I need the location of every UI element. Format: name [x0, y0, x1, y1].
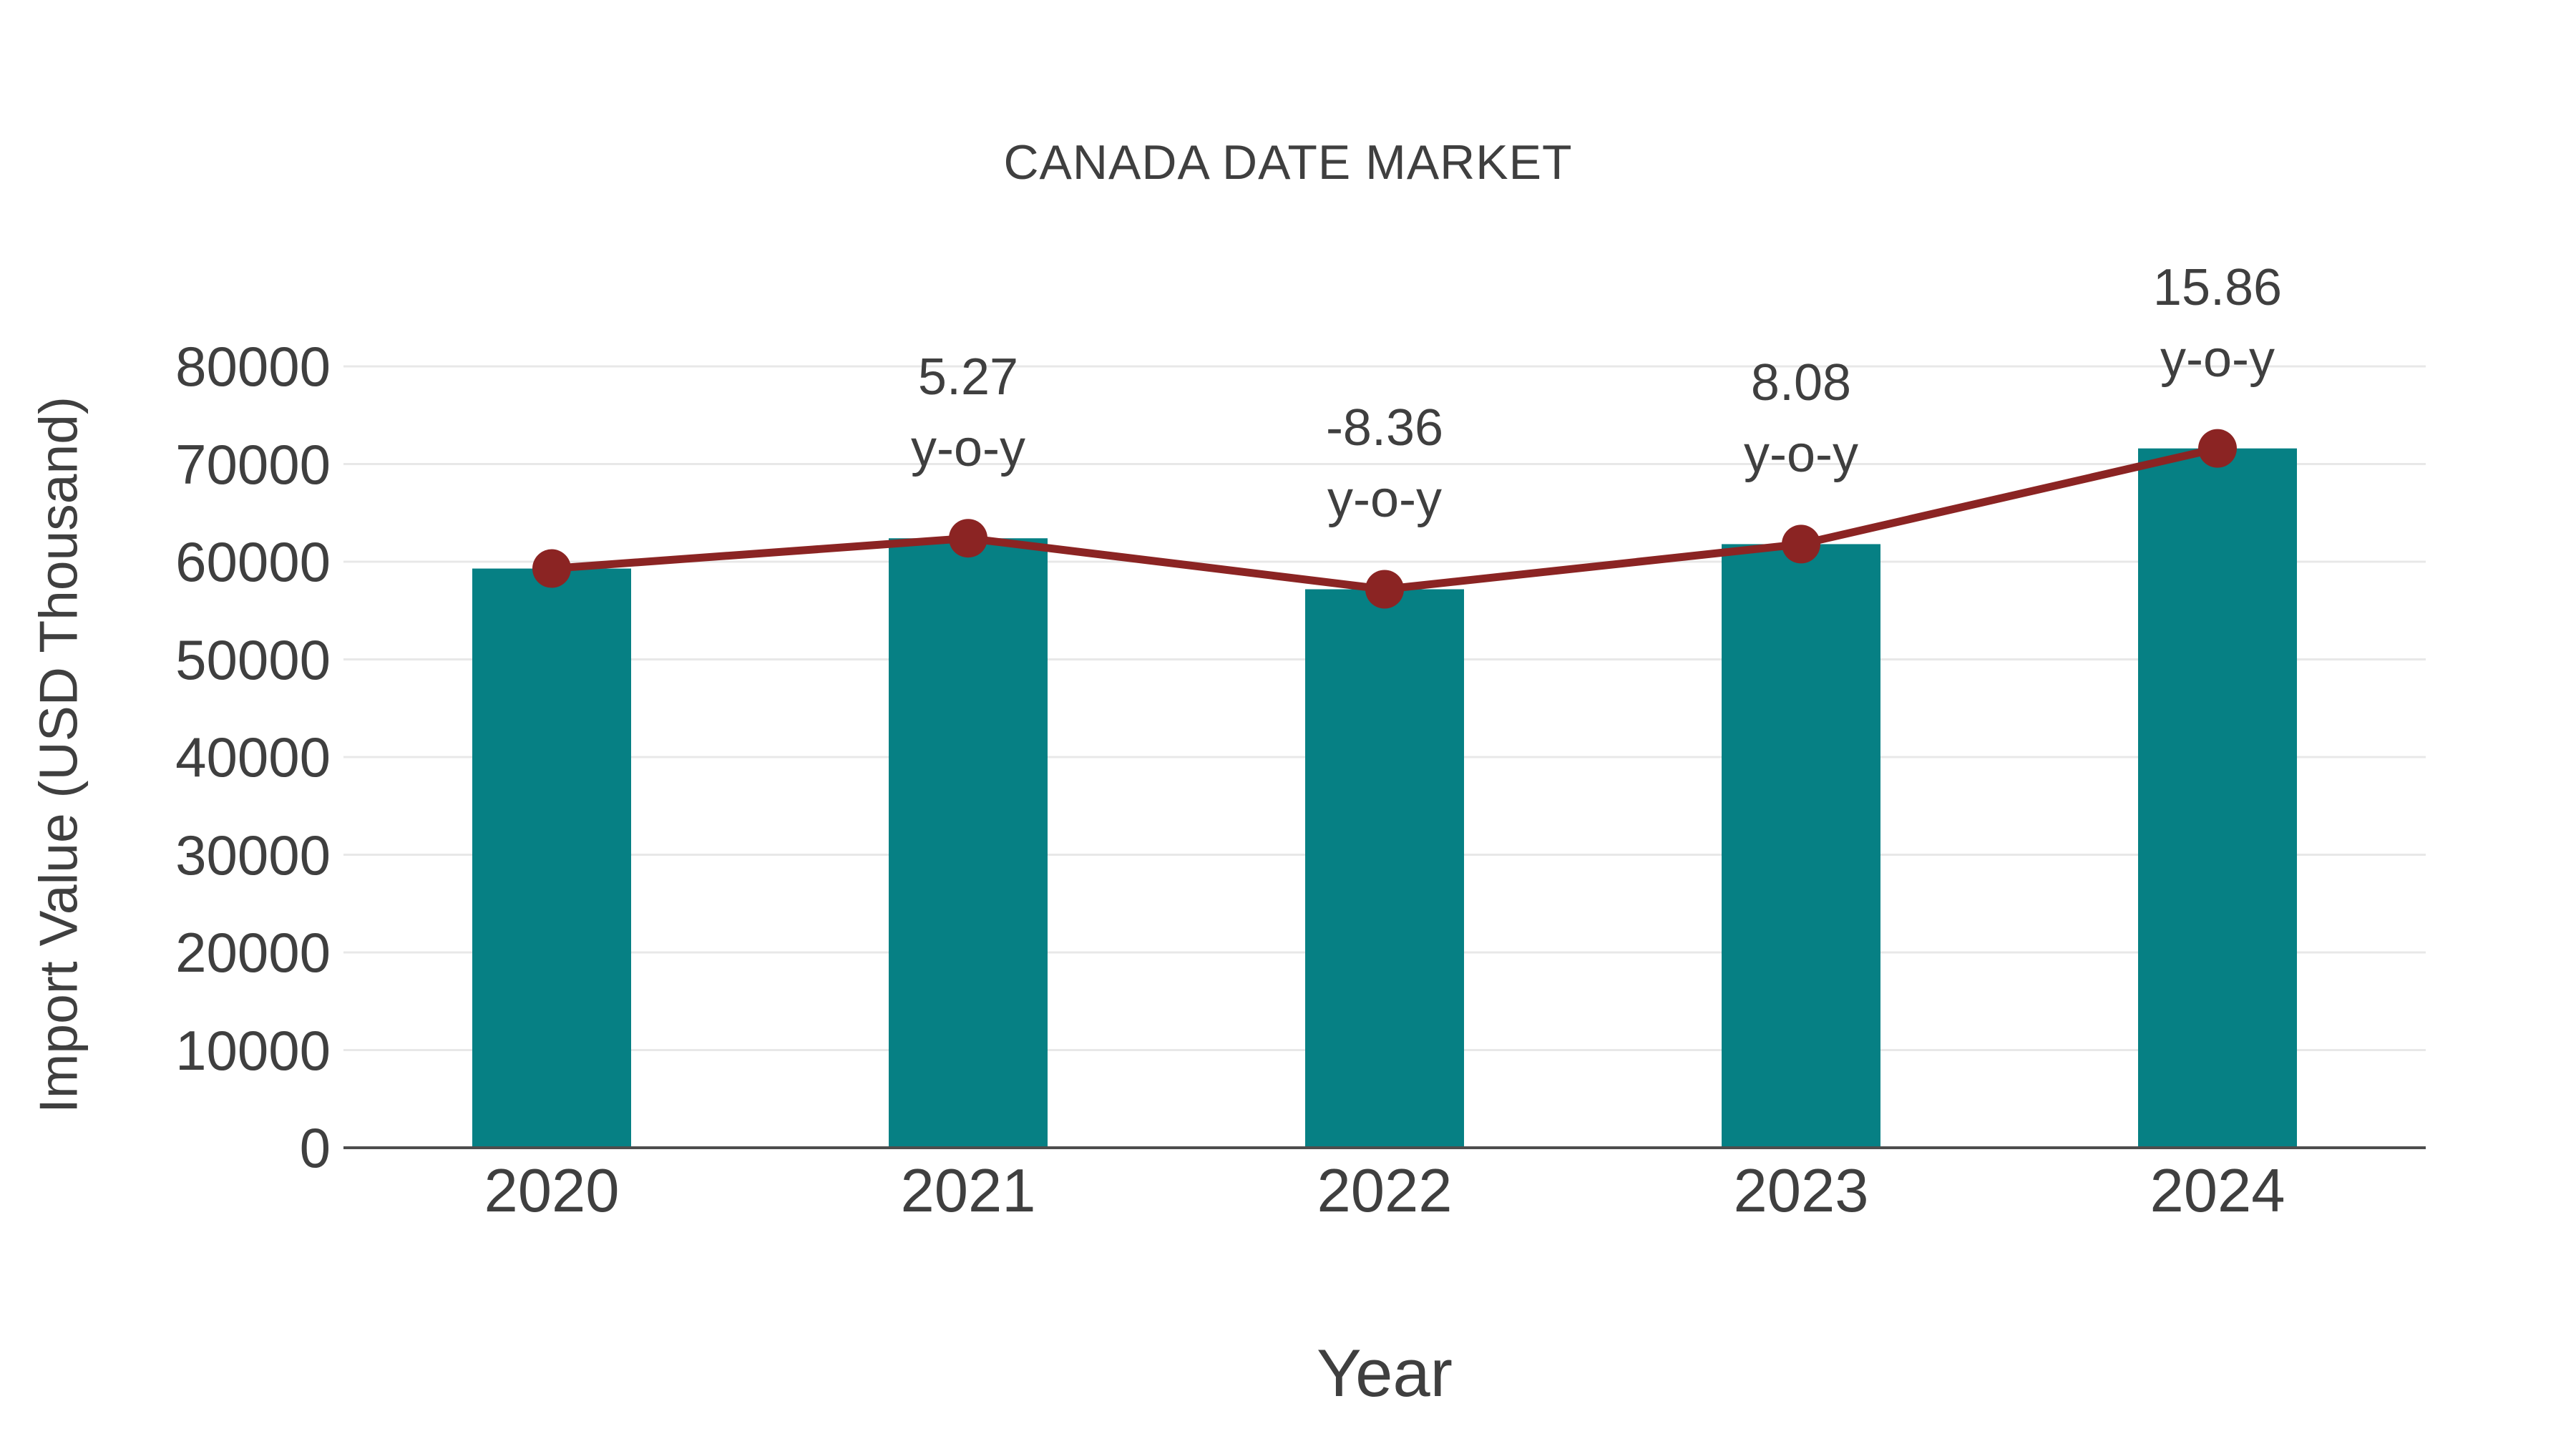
bar: [1305, 589, 1464, 1148]
yoy-value: 8.08: [1750, 354, 1852, 412]
y-tick-label: 0: [299, 1116, 331, 1179]
x-axis-title: Year: [1317, 1335, 1453, 1410]
yoy-annotation: 15.86 y-o-y: [2153, 252, 2282, 395]
y-tick-label: 70000: [175, 432, 331, 496]
yoy-suffix: y-o-y: [2160, 330, 2275, 388]
bar: [472, 568, 631, 1148]
y-tick-label: 20000: [175, 921, 331, 984]
yoy-annotation: -8.36 y-o-y: [1326, 392, 1443, 535]
y-tick-label: 10000: [175, 1018, 331, 1082]
y-tick-label: 80000: [175, 335, 331, 398]
bar: [2138, 448, 2297, 1148]
x-tick-label: 2023: [1733, 1157, 1869, 1225]
yoy-annotation: 8.08 y-o-y: [1744, 347, 1858, 490]
y-tick-label: 40000: [175, 726, 331, 789]
chart-title: CANADA DATE MARKET: [1003, 135, 1573, 190]
y-tick-label: 60000: [175, 530, 331, 593]
data-point-marker: [532, 549, 571, 588]
data-point-marker: [2198, 429, 2237, 468]
y-axis-title: Import Value (USD Thousand): [28, 396, 89, 1113]
x-tick-label: 2022: [1317, 1157, 1453, 1225]
data-point-marker: [1365, 570, 1404, 609]
yoy-suffix: y-o-y: [1744, 426, 1858, 484]
x-tick-label: 2020: [484, 1157, 620, 1225]
x-tick-label: 2024: [2150, 1157, 2285, 1225]
y-tick-label: 30000: [175, 823, 331, 887]
y-tick-label: 50000: [175, 628, 331, 691]
yoy-value: 15.86: [2152, 258, 2283, 316]
bar: [1722, 544, 1880, 1148]
bar: [889, 538, 1048, 1148]
yoy-value: 5.27: [917, 348, 1019, 406]
yoy-suffix: y-o-y: [1327, 471, 1442, 529]
yoy-suffix: y-o-y: [911, 420, 1025, 478]
yoy-value: -8.36: [1325, 399, 1444, 457]
x-tick-label: 2021: [900, 1157, 1036, 1225]
data-point-marker: [949, 519, 987, 558]
yoy-annotation: 5.27 y-o-y: [911, 341, 1025, 484]
data-point-marker: [1782, 525, 1820, 564]
